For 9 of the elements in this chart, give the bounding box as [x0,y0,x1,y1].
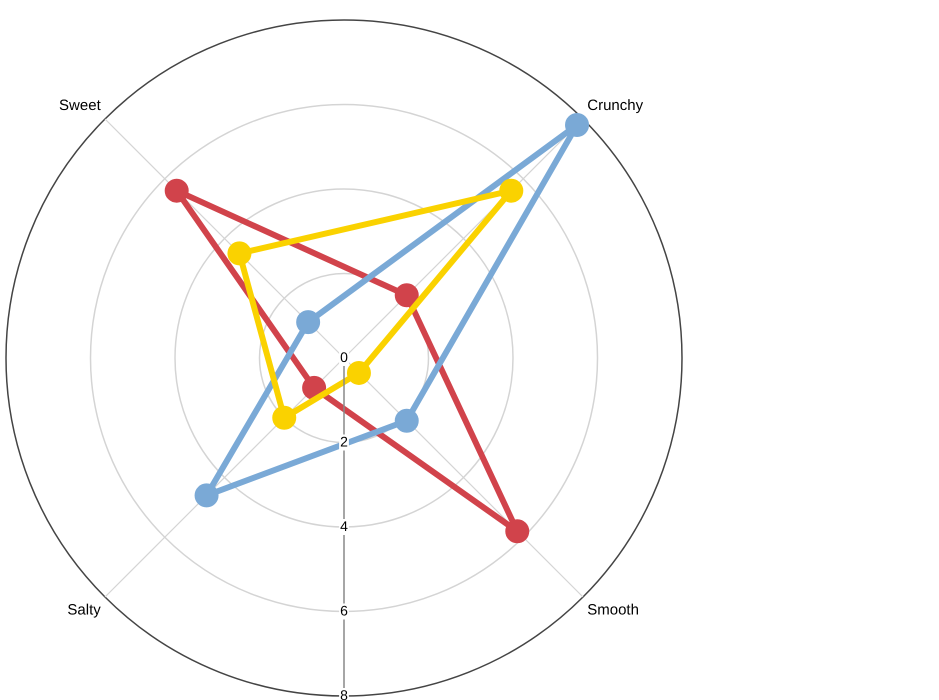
spoke-label: Crunchy [587,96,644,114]
y-tick-label: 4 [340,518,348,534]
y-tick-label: 6 [340,602,348,618]
y-tick-label: 8 [340,686,348,700]
spoke-label: Sweet [59,96,102,114]
spoke-label: Salty [67,601,102,618]
spoke-label: Smooth [587,601,639,618]
y-tick-label: 0 [340,348,348,365]
y-tick-label: 2 [340,433,348,450]
